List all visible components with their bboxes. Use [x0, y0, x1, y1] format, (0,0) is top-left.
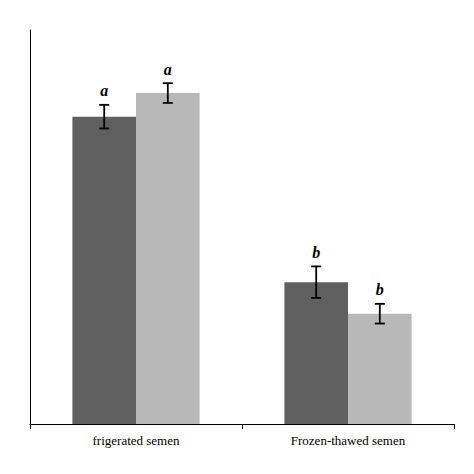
svg-text:a: a	[100, 82, 108, 99]
svg-text:b: b	[376, 281, 384, 298]
svg-text:Frozen-thawed semen: Frozen-thawed semen	[291, 433, 406, 448]
svg-text:frigerated semen: frigerated semen	[93, 433, 180, 448]
svg-text:b: b	[312, 244, 320, 261]
svg-text:a: a	[164, 61, 172, 78]
